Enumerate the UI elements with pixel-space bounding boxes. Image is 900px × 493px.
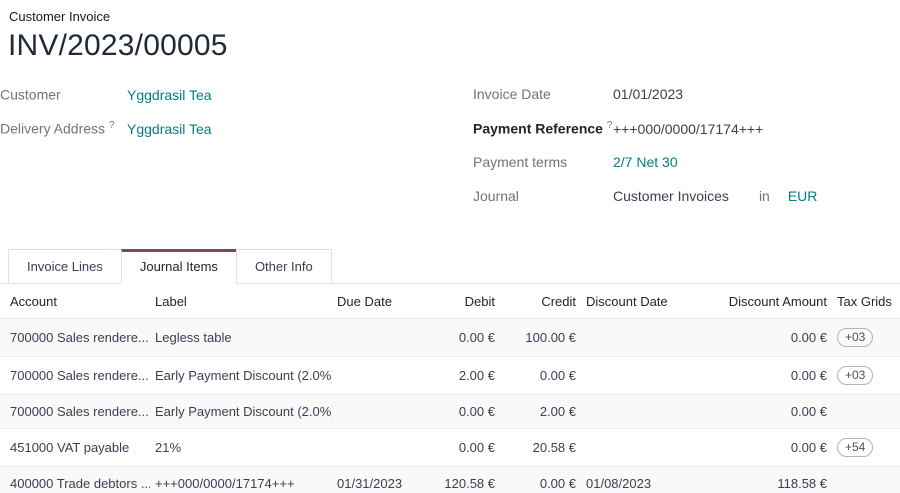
cell-credit: 100.00 €	[525, 330, 576, 345]
delivery-address-label: Delivery Address ?	[0, 120, 115, 137]
cell-due-date: 01/31/2023	[337, 476, 403, 491]
customer-value-link[interactable]: Yggdrasil Tea	[127, 86, 212, 103]
tax-grid-tag: +03	[837, 328, 874, 347]
table-row[interactable]: 400000 Trade debtors ... +++000/0000/171…	[0, 466, 900, 493]
fields-left-column: Customer Yggdrasil Tea Delivery Address …	[0, 86, 450, 222]
cell-credit: 0.00 €	[539, 476, 576, 491]
cell-discount-amount: 0.00 €	[790, 440, 827, 455]
cell-tax-grid: +54	[832, 429, 900, 467]
journal-in-word: in	[758, 188, 770, 204]
cell-discount-date	[581, 429, 677, 467]
delivery-address-value-link[interactable]: Yggdrasil Tea	[127, 120, 212, 137]
cell-tax-grid	[832, 467, 900, 493]
cell-due-date	[332, 429, 405, 467]
cell-label: +++000/0000/17174+++	[155, 476, 295, 491]
journal-value[interactable]: Customer Invoices	[613, 188, 729, 204]
customer-label: Customer	[0, 86, 61, 103]
cell-discount-date	[581, 357, 677, 395]
cell-debit: 0.00 €	[458, 440, 495, 455]
tax-grid-tag: +03	[837, 366, 874, 385]
cell-account: 700000 Sales rendere...	[10, 368, 149, 383]
cell-discount-date	[581, 395, 677, 429]
field-payment-reference: Payment Reference ? +++000/0000/17174+++	[473, 120, 900, 154]
notebook-tabs: Invoice Lines Journal Items Other Info	[0, 249, 900, 284]
tax-grid-tag: +54	[837, 438, 874, 457]
form-fields: Customer Yggdrasil Tea Delivery Address …	[0, 86, 900, 222]
cell-discount-date: 01/08/2023	[586, 476, 652, 491]
cell-label: 21%	[155, 440, 182, 455]
payment-terms-label: Payment terms	[473, 154, 568, 170]
help-icon: ?	[606, 120, 613, 131]
field-delivery-address: Delivery Address ? Yggdrasil Tea	[0, 120, 450, 154]
column-header-discount-amount[interactable]: Discount Amount	[728, 294, 827, 309]
cell-credit: 2.00 €	[539, 404, 576, 419]
cell-debit: 120.58 €	[444, 476, 495, 491]
cell-debit: 0.00 €	[458, 404, 495, 419]
journal-label: Journal	[473, 188, 519, 204]
column-header-tax-grids[interactable]: Tax Grids	[837, 294, 892, 309]
cell-debit: 2.00 €	[458, 368, 495, 383]
field-payment-terms: Payment terms 2/7 Net 30	[473, 154, 900, 188]
column-header-credit[interactable]: Credit	[541, 294, 576, 309]
column-header-due-date[interactable]: Due Date	[337, 294, 392, 309]
cell-credit: 0.00 €	[539, 368, 576, 383]
cell-discount-amount: 118.58 €	[777, 476, 827, 491]
invoice-number-title[interactable]: INV/2023/00005	[8, 29, 228, 62]
cell-label: Early Payment Discount (2.0%)	[155, 368, 332, 383]
cell-account: 700000 Sales rendere...	[10, 404, 149, 419]
field-journal: Journal Customer Invoices in EUR	[473, 188, 900, 222]
cell-discount-amount: 0.00 €	[790, 368, 827, 383]
table-row[interactable]: 700000 Sales rendere... Early Payment Di…	[0, 356, 900, 395]
table-row[interactable]: 700000 Sales rendere... Early Payment Di…	[0, 394, 900, 429]
tab-other-info[interactable]: Other Info	[235, 249, 332, 284]
fields-right-column: Invoice Date 01/01/2023 Payment Referenc…	[450, 86, 900, 222]
cell-due-date	[332, 357, 405, 395]
cell-label: Legless table	[155, 330, 232, 345]
column-header-account[interactable]: Account	[10, 294, 57, 309]
cell-debit: 0.00 €	[458, 330, 495, 345]
cell-tax-grid	[832, 395, 900, 429]
field-invoice-date: Invoice Date 01/01/2023	[473, 86, 900, 120]
column-header-debit[interactable]: Debit	[464, 294, 495, 309]
journal-items-table: Account Label Due Date Debit Credit Disc…	[0, 284, 900, 493]
journal-currency-link[interactable]: EUR	[787, 188, 818, 204]
field-customer: Customer Yggdrasil Tea	[0, 86, 450, 120]
payment-reference-value[interactable]: +++000/0000/17174+++	[613, 120, 764, 137]
cell-account: 700000 Sales rendere...	[10, 330, 149, 345]
cell-label: Early Payment Discount (2.0%)	[155, 404, 332, 419]
cell-due-date	[332, 395, 405, 429]
invoice-date-label: Invoice Date	[473, 86, 551, 102]
column-header-label[interactable]: Label	[155, 294, 187, 309]
cell-account: 451000 VAT payable	[10, 440, 130, 455]
cell-discount-amount: 0.00 €	[790, 330, 827, 345]
cell-tax-grid: +03	[832, 319, 900, 357]
tab-invoice-lines[interactable]: Invoice Lines	[8, 249, 122, 284]
cell-discount-date	[581, 319, 677, 357]
payment-terms-value-link[interactable]: 2/7 Net 30	[613, 154, 678, 170]
table-row[interactable]: 451000 VAT payable 21% 0.00 € 20.58 € 0.…	[0, 428, 900, 467]
tab-journal-items[interactable]: Journal Items	[120, 249, 237, 284]
payment-reference-label: Payment Reference ?	[473, 120, 613, 137]
cell-account: 400000 Trade debtors ...	[10, 476, 150, 491]
help-icon: ?	[108, 120, 115, 131]
table-row[interactable]: 700000 Sales rendere... Legless table 0.…	[0, 318, 900, 357]
cell-discount-amount: 0.00 €	[790, 404, 827, 419]
invoice-date-value[interactable]: 01/01/2023	[613, 86, 684, 102]
cell-due-date	[332, 319, 405, 357]
column-header-discount-date[interactable]: Discount Date	[586, 294, 668, 309]
cell-tax-grid: +03	[832, 357, 900, 395]
breadcrumb[interactable]: Customer Invoice	[9, 9, 111, 24]
table-header-row: Account Label Due Date Debit Credit Disc…	[0, 284, 900, 319]
cell-credit: 20.58 €	[532, 440, 576, 455]
